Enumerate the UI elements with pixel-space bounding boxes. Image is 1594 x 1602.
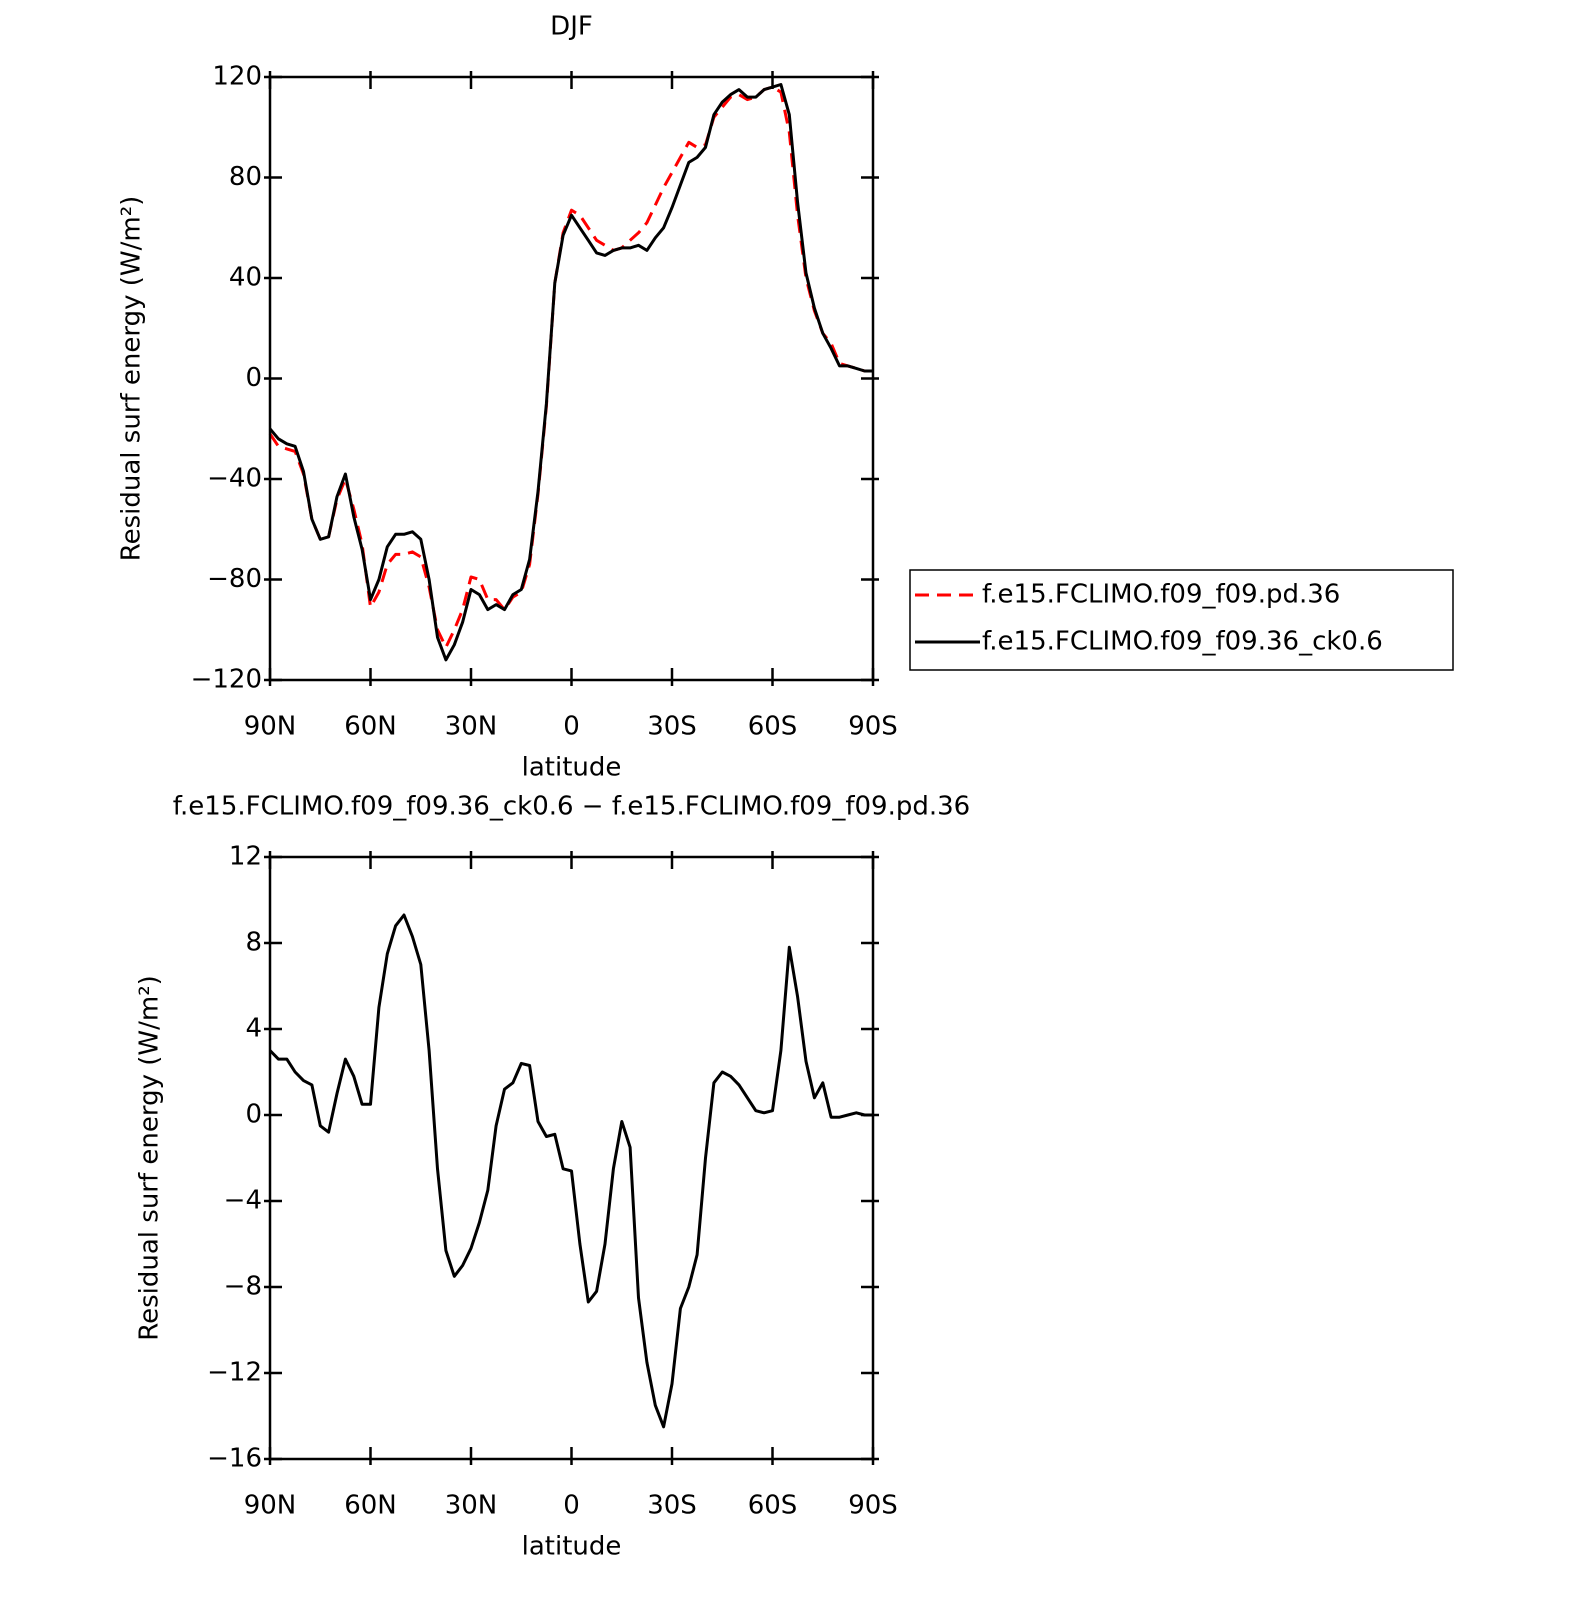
y-tick-label: 120 bbox=[212, 62, 262, 92]
y-tick-label: −4 bbox=[224, 1186, 262, 1216]
y-axis-label: Residual surf energy (W/m²) bbox=[135, 975, 165, 1341]
y-tick-label: 80 bbox=[229, 162, 262, 192]
x-tick-label: 30S bbox=[647, 712, 697, 742]
y-tick-label: 8 bbox=[245, 928, 262, 958]
x-tick-label: 90S bbox=[848, 1491, 898, 1521]
data-line bbox=[268, 83, 873, 662]
plot-frame bbox=[268, 855, 875, 1461]
x-tick-label: 60S bbox=[748, 712, 798, 742]
x-tick-label: 60N bbox=[344, 1491, 397, 1521]
y-tick-label: 0 bbox=[245, 363, 262, 393]
x-tick-label: 0 bbox=[563, 1491, 580, 1521]
y-tick-label: −120 bbox=[191, 665, 262, 695]
y-tick-label: 4 bbox=[245, 1014, 262, 1044]
x-tick-label: 60N bbox=[344, 712, 397, 742]
y-tick-label: 0 bbox=[245, 1100, 262, 1130]
data-line bbox=[268, 85, 873, 649]
legend-label: f.e15.FCLIMO.f09_f09.36_ck0.6 bbox=[982, 627, 1383, 657]
x-tick-label: 60S bbox=[748, 1491, 798, 1521]
x-tick-label: 0 bbox=[563, 712, 580, 742]
legend-box bbox=[909, 569, 1454, 671]
y-tick-label: −16 bbox=[207, 1444, 262, 1474]
y-tick-label: −12 bbox=[207, 1358, 262, 1388]
chart-title: f.e15.FCLIMO.f09_f09.36_ck0.6 − f.e15.FC… bbox=[173, 792, 970, 822]
y-tick-label: −40 bbox=[207, 464, 262, 494]
x-axis-label: latitude bbox=[522, 753, 622, 783]
x-axis-label: latitude bbox=[522, 1532, 622, 1562]
x-tick-label: 90N bbox=[244, 1491, 297, 1521]
legend-label: f.e15.FCLIMO.f09_f09.pd.36 bbox=[982, 580, 1340, 610]
chart-title: DJF bbox=[550, 12, 593, 42]
y-tick-label: −80 bbox=[207, 564, 262, 594]
y-tick-label: −8 bbox=[224, 1272, 262, 1302]
x-tick-label: 30N bbox=[445, 712, 498, 742]
data-line bbox=[268, 913, 873, 1429]
x-tick-label: 30N bbox=[445, 1491, 498, 1521]
plot-frame bbox=[268, 75, 875, 682]
y-tick-label: 40 bbox=[229, 263, 262, 293]
y-tick-label: 12 bbox=[229, 842, 262, 872]
x-tick-label: 30S bbox=[647, 1491, 697, 1521]
x-tick-label: 90S bbox=[848, 712, 898, 742]
x-tick-label: 90N bbox=[244, 712, 297, 742]
y-axis-label: Residual surf energy (W/m²) bbox=[117, 196, 147, 562]
